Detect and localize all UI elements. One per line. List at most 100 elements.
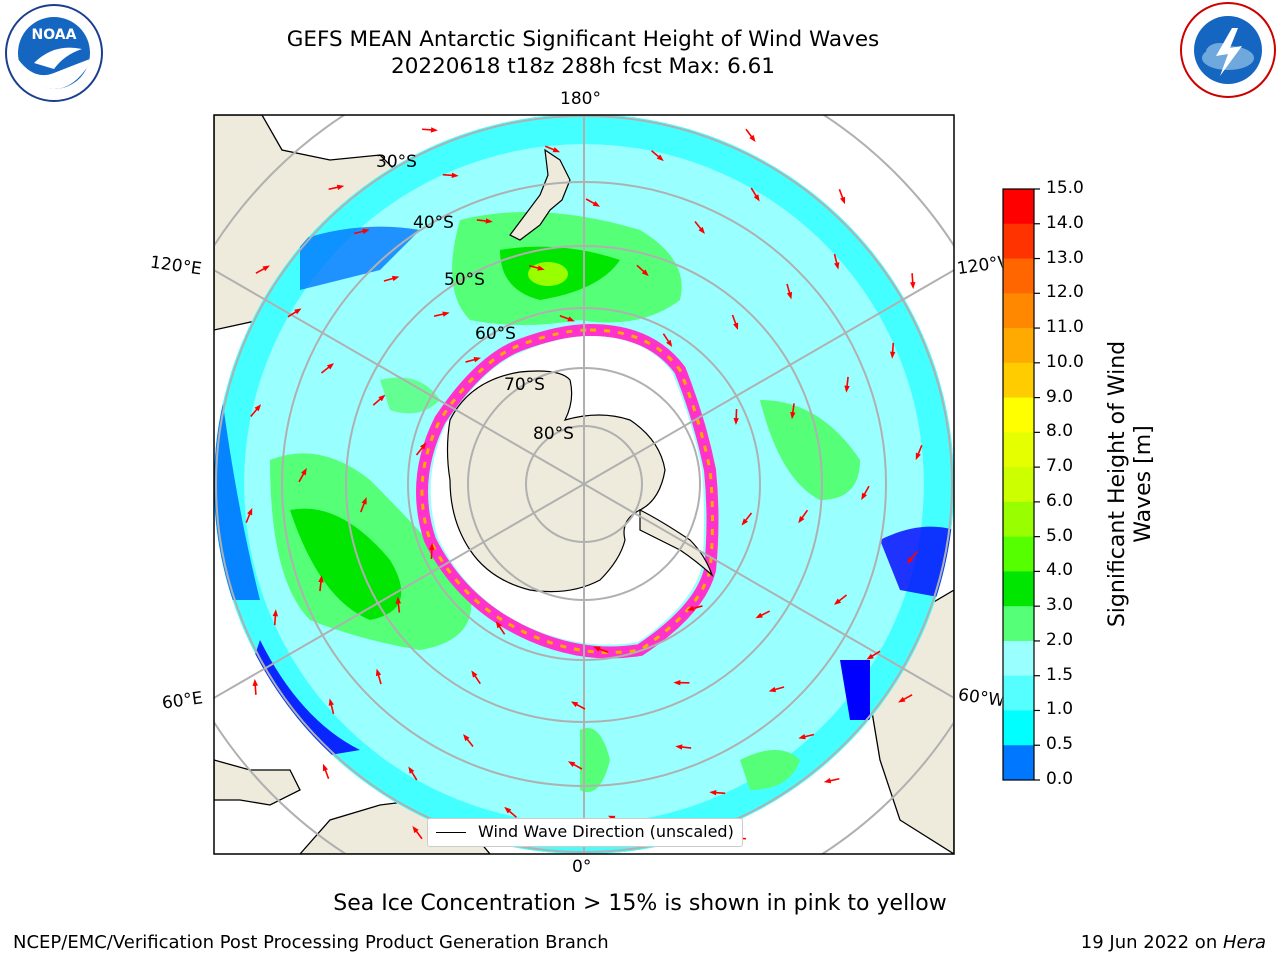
sea-ice-note: Sea Ice Concentration > 15% is shown in … [333, 891, 947, 916]
wave-arrow-head [798, 734, 806, 740]
wave-arrow-head [861, 492, 867, 501]
noaa-logo-icon: NOAA [4, 3, 104, 103]
wave-arrow-head [504, 806, 512, 814]
colorbar-tick-label: 7.0 [1046, 456, 1074, 477]
wave-arrow-head [375, 668, 382, 677]
wave-arrow-head [687, 605, 695, 611]
wave-arrow-head [420, 442, 427, 450]
wave-arrow-head [753, 194, 760, 202]
lon-label-0: 0° [572, 857, 592, 877]
wave-arrow-head [570, 701, 579, 708]
colorbar-segment [1003, 189, 1034, 225]
land-new-zealand [509, 148, 571, 241]
legend-label: Wind Wave Direction (unscaled) [478, 822, 734, 841]
footer-machine: Hera [1222, 932, 1266, 953]
colorbar-segment [1003, 606, 1034, 642]
colorbar-tick-label: 1.5 [1046, 664, 1074, 685]
legend-line-swatch [436, 832, 466, 833]
lat-label-60s: 60°S [475, 324, 516, 344]
wave-arrow-head [412, 825, 419, 834]
wave-arrow-head [834, 262, 840, 270]
colorbar-label-line2: Waves [m] [1131, 425, 1156, 543]
wave-arrow-head [567, 761, 576, 767]
wave-arrow-head [641, 269, 649, 277]
wave-arrow-head [294, 308, 302, 315]
colorbar-tick-label: 6.0 [1046, 490, 1074, 511]
wave-arrow-head [537, 265, 545, 271]
wave-arrow-head [552, 147, 561, 153]
colorbar-label-line1: Significant Height of Wind [1105, 340, 1130, 628]
colorbar-segment [1003, 675, 1034, 711]
wave-arrow-head [709, 789, 717, 796]
wave-arrow-head [833, 598, 842, 605]
wave-arrow-head [395, 596, 402, 604]
colorbar-tick-label: 12.0 [1046, 282, 1084, 303]
wave-arrow-head [840, 196, 846, 205]
wind-wave-arrows [245, 127, 923, 841]
map-legend: Wind Wave Direction (unscaled) [427, 818, 743, 847]
colorbar-tick-label: 1.0 [1046, 699, 1074, 720]
colorbar-tick-label: 14.0 [1046, 212, 1084, 233]
colorbar-segment [1003, 501, 1034, 538]
colorbar-segment [1003, 362, 1034, 399]
wave-arrow-head [430, 127, 438, 133]
land-madagascar [214, 759, 301, 806]
wave-arrow-head [755, 612, 763, 619]
wave-arrow-head [910, 281, 916, 290]
wave-arrow-head [326, 363, 335, 370]
wave-arrow-head [254, 404, 262, 412]
colorbar-segment [1003, 293, 1034, 329]
colorbar-segment [1003, 397, 1034, 433]
colorbar-tick-label: 15.0 [1046, 178, 1084, 198]
colorbar-tick-label: 8.0 [1046, 421, 1074, 442]
colorbar-tick-label: 0.5 [1046, 734, 1074, 755]
colorbar-tick-label: 13.0 [1046, 247, 1084, 268]
wave-arrow-head [786, 291, 793, 300]
lat-label-80s: 80°S [533, 424, 574, 444]
colorbar-segment [1003, 640, 1034, 677]
wave-arrow-head [361, 497, 367, 505]
footer-right: 19 Jun 2022 on Hera [1081, 932, 1266, 953]
wave-arrow-head [262, 265, 270, 272]
wave-arrow-head [898, 696, 906, 703]
wave-arrow-head [322, 763, 328, 772]
colorbar-segment [1003, 467, 1034, 503]
wave-arrow-head [798, 516, 805, 524]
colorbar-tick-label: 4.0 [1046, 560, 1074, 581]
footer-date: 19 Jun 2022 on [1080, 932, 1223, 953]
lat-label-30s: 30°S [376, 152, 417, 172]
wave-arrow-head [593, 646, 601, 652]
wave-arrow-head [915, 452, 921, 461]
wave-arrow-head [378, 394, 386, 402]
wave-arrow-head [336, 184, 345, 190]
colorbar-segment [1003, 258, 1034, 294]
wave-arrow-head [675, 744, 683, 750]
wave-arrow-head [442, 311, 450, 317]
wave-arrow-head [698, 226, 705, 235]
wave-arrow-head [451, 172, 459, 179]
wave-arrow-head [391, 275, 400, 282]
colorbar-tick-label: 0.0 [1046, 769, 1074, 789]
lat-label-70s: 70°S [504, 375, 545, 395]
colorbar-segment [1003, 745, 1034, 781]
colorbar-segment [1003, 571, 1034, 607]
wave-arrow-head [733, 417, 739, 426]
lat-label-40s: 40°S [413, 213, 454, 233]
wave-arrow-head [463, 733, 470, 742]
chart-subtitle: 20220618 t18z 288h fcst Max: 6.61 [391, 54, 775, 79]
wave-arrow-head [301, 467, 307, 476]
colorbar-tick-label: 3.0 [1046, 595, 1074, 616]
wave-arrow-head [567, 316, 575, 322]
colorbar-tick-label: 5.0 [1046, 525, 1074, 546]
wave-arrow-head [485, 218, 493, 224]
wave-arrow-head [473, 357, 481, 363]
nws-logo-icon [1178, 0, 1278, 100]
footer-left: NCEP/EMC/Verification Post Processing Pr… [13, 932, 609, 953]
wave-arrow-head [844, 385, 850, 393]
wave-arrow-head [362, 228, 370, 234]
wave-arrow-head [471, 670, 478, 678]
wave-arrow-head [866, 653, 874, 660]
wave-arrow-head [666, 339, 673, 348]
colorbar-segment [1003, 328, 1034, 364]
wave-arrow-head [272, 609, 279, 617]
